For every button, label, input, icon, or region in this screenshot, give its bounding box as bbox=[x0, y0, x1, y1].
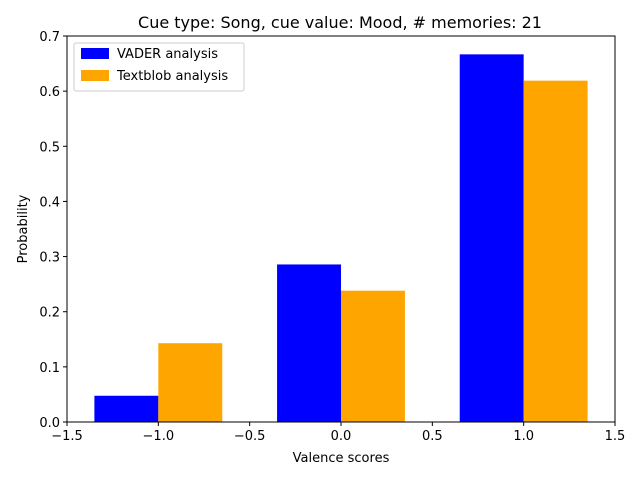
legend-box bbox=[73, 42, 245, 92]
legend-label-vader: VADER analysis bbox=[117, 47, 218, 62]
x-tick-label: 1.5 bbox=[605, 429, 626, 444]
bars-group bbox=[94, 54, 588, 422]
y-tick-label: 0.3 bbox=[39, 251, 60, 266]
x-tick-label: 1.0 bbox=[513, 429, 534, 444]
x-tick-label: 0.5 bbox=[422, 429, 443, 444]
bar-series0-0 bbox=[94, 395, 159, 422]
x-tick-label: −0.5 bbox=[234, 429, 266, 444]
x-tick-label: 0.0 bbox=[331, 429, 352, 444]
y-tick-label: 0.6 bbox=[39, 85, 60, 100]
chart-title: Cue type: Song, cue value: Mood, # memor… bbox=[138, 13, 542, 32]
y-tick-label: 0.1 bbox=[39, 361, 60, 376]
x-tick-label: −1.0 bbox=[143, 429, 175, 444]
y-tick-label: 0.5 bbox=[39, 140, 60, 155]
x-tick-label: −1.5 bbox=[51, 429, 83, 444]
y-tick-label: 0.0 bbox=[39, 416, 60, 431]
y-axis-label: Probability bbox=[16, 194, 31, 263]
y-tick-label: 0.7 bbox=[39, 30, 60, 45]
y-tick-label: 0.2 bbox=[39, 306, 60, 321]
x-axis: −1.5 −1.0 −0.5 0.0 0.5 1.0 1.5 bbox=[51, 422, 625, 444]
bar-series1-0 bbox=[158, 343, 223, 422]
bar-series1-1 bbox=[341, 290, 405, 422]
bar-series0-1 bbox=[277, 264, 341, 422]
y-tick-label: 0.4 bbox=[39, 195, 60, 210]
legend: VADER analysis Textblob analysis bbox=[73, 42, 245, 92]
bar-series1-2 bbox=[523, 80, 588, 422]
x-axis-label: Valence scores bbox=[293, 451, 390, 466]
y-axis: 0.0 0.1 0.2 0.3 0.4 0.5 0.6 0.7 bbox=[39, 30, 67, 431]
bar-series0-2 bbox=[459, 54, 524, 422]
legend-label-textblob: Textblob analysis bbox=[116, 69, 228, 84]
legend-swatch-textblob bbox=[81, 70, 109, 81]
legend-swatch-vader bbox=[81, 48, 109, 59]
